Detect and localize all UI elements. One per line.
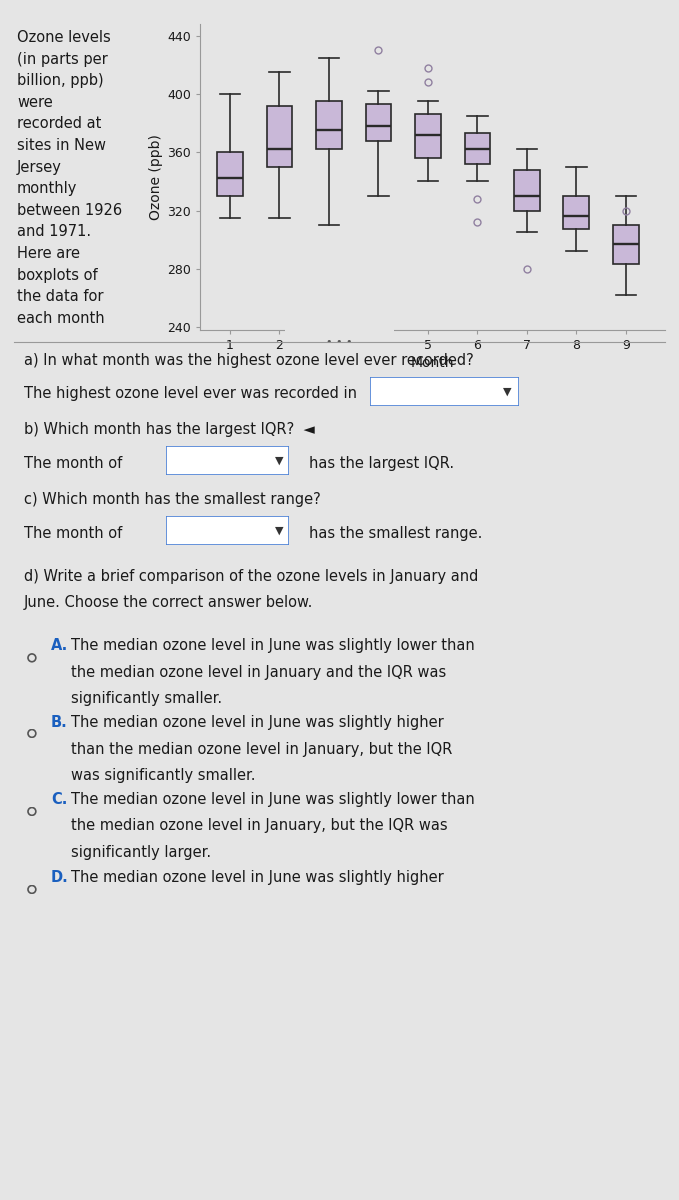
FancyBboxPatch shape [166,516,289,545]
FancyBboxPatch shape [274,322,405,362]
Text: has the largest IQR.: has the largest IQR. [309,456,454,470]
Text: The median ozone level in June was slightly higher: The median ozone level in June was sligh… [71,715,444,730]
Text: The highest ozone level ever was recorded in: The highest ozone level ever was recorde… [24,386,356,401]
Text: a) In what month was the highest ozone level ever recorded?: a) In what month was the highest ozone l… [24,353,473,367]
Text: C.: C. [51,792,67,806]
Bar [217,152,243,196]
Text: • • •: • • • [326,337,353,347]
Bar [613,226,639,264]
Text: ▼: ▼ [503,386,512,396]
Text: has the smallest range.: has the smallest range. [309,526,482,540]
Text: was significantly smaller.: was significantly smaller. [71,768,256,782]
Text: The median ozone level in June was slightly lower than: The median ozone level in June was sligh… [71,792,475,806]
Text: than the median ozone level in January, but the IQR: than the median ozone level in January, … [71,742,453,756]
Text: d) Write a brief comparison of the ozone levels in January and: d) Write a brief comparison of the ozone… [24,569,478,583]
Bar [415,114,441,158]
Text: c) Which month has the smallest range?: c) Which month has the smallest range? [24,492,320,506]
Text: D.: D. [51,870,69,886]
Bar [365,104,391,140]
Text: A.: A. [51,638,68,653]
Text: B.: B. [51,715,68,730]
Y-axis label: Ozone (ppb): Ozone (ppb) [149,134,163,220]
Text: ▼: ▼ [274,526,283,535]
X-axis label: Month: Month [411,356,455,370]
Bar [514,169,540,210]
Text: June. Choose the correct answer below.: June. Choose the correct answer below. [24,595,313,610]
Text: Ozone levels
(in parts per
billion, ppb)
were
recorded at
sites in New
Jersey
mo: Ozone levels (in parts per billion, ppb)… [17,30,122,325]
Bar [316,101,342,149]
Text: The median ozone level in June was slightly lower than: The median ozone level in June was sligh… [71,638,475,653]
Bar [267,106,293,167]
Text: The month of: The month of [24,456,122,470]
FancyBboxPatch shape [166,446,289,475]
Text: significantly smaller.: significantly smaller. [71,691,223,706]
Text: The month of: The month of [24,526,122,540]
Text: ▼: ▼ [274,456,283,466]
Bar [464,133,490,164]
Text: significantly larger.: significantly larger. [71,845,211,859]
FancyBboxPatch shape [370,377,519,406]
Text: b) Which month has the largest IQR?  ◄: b) Which month has the largest IQR? ◄ [24,422,314,437]
Bar [564,196,589,229]
Text: The median ozone level in June was slightly higher: The median ozone level in June was sligh… [71,870,444,886]
Text: the median ozone level in January, but the IQR was: the median ozone level in January, but t… [71,818,448,833]
Text: the median ozone level in January and the IQR was: the median ozone level in January and th… [71,665,447,679]
